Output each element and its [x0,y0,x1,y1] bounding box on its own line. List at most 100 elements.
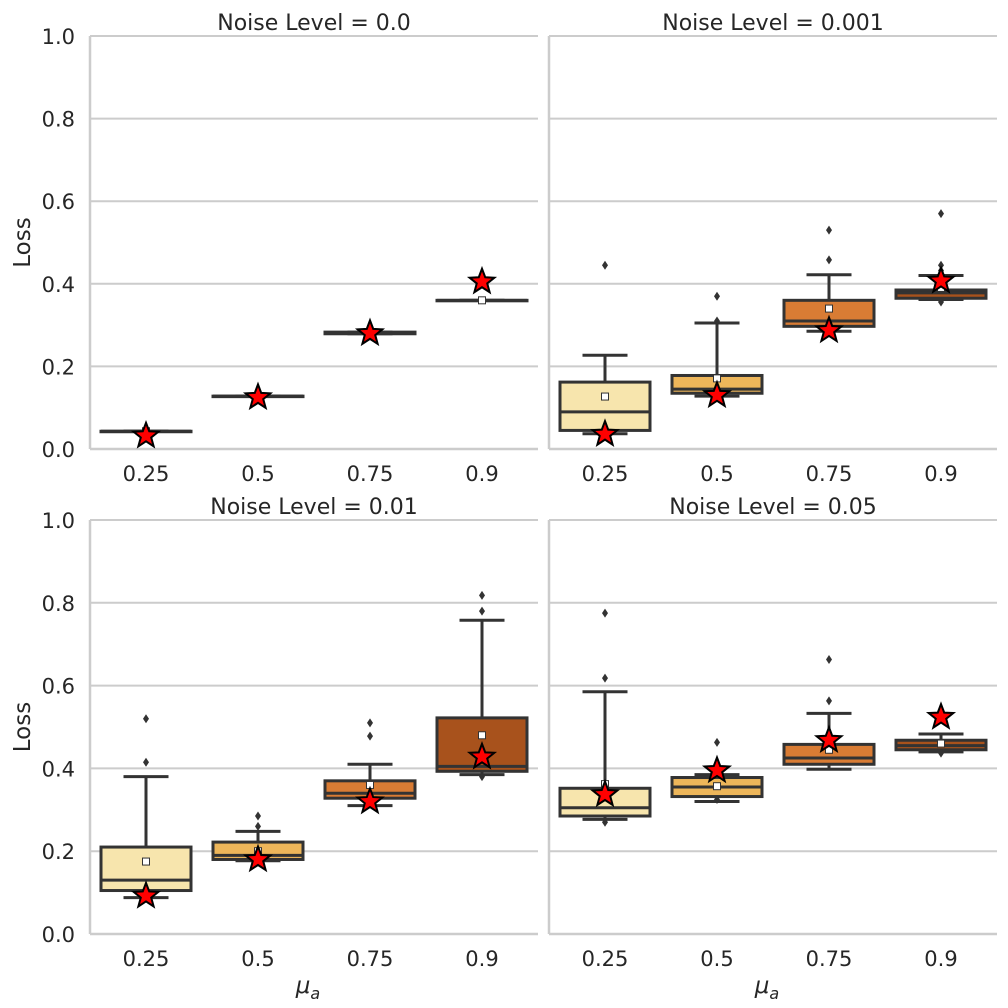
mean-marker [713,782,721,791]
star-marker [813,724,845,754]
panel-title: Noise Level = 0.01 [210,495,418,520]
outlier-point [938,748,944,758]
mean-marker [937,739,945,748]
x-tick-label: 0.5 [241,462,274,486]
outlier-point [714,737,720,747]
outlier-point [143,757,149,767]
outlier-point [938,209,944,219]
panel-title: Noise Level = 0.001 [662,11,884,36]
outlier-point [826,255,832,265]
outlier-point [714,794,720,804]
y-tick-label: 0.2 [42,840,75,864]
x-tick-label: 0.9 [465,947,498,971]
star-marker [925,701,957,730]
outlier-point [602,817,608,827]
x-axis-label-base: μ [295,973,311,999]
box-0.75 [782,225,876,344]
mean-marker [478,296,486,305]
x-axis-label: μa [754,973,779,1003]
star-marker [466,265,498,295]
x-tick-label: 0.5 [700,462,733,486]
y-tick-label: 0.6 [42,190,75,214]
y-axis-label: Loss [10,702,36,752]
outlier-point [143,714,149,724]
star-marker [813,314,845,344]
star-marker [925,265,957,294]
box-0.75 [323,718,417,815]
outlier-point [602,673,608,683]
box-0.75 [323,317,417,347]
panel-4: Noise Level = 0.05 0.25 0.5 0.75 0.9 μa [547,495,997,1003]
outlier-point [367,731,373,741]
outlier-point [826,696,832,706]
panel-title: Noise Level = 0.0 [217,11,411,36]
box-0.9 [435,265,529,305]
x-axis-label-subscript: a [769,984,779,1003]
star-marker [130,880,162,909]
x-tick-label: 0.25 [582,947,629,971]
outlier-point [714,316,720,326]
box-0.9 [435,590,529,782]
x-axis-label: μa [295,973,320,1003]
x-tick-label: 0.5 [700,947,733,971]
y-tick-label: 0.8 [42,108,75,132]
y-tick-label: 0.0 [42,438,75,462]
star-marker [589,778,621,808]
box-0.9 [894,701,988,758]
mean-marker [825,304,833,313]
panel-2: Noise Level = 0.001 0.25 0.5 0.75 0.9 [547,11,997,486]
outlier-point [826,655,832,665]
star-marker [589,418,621,447]
y-tick-label: 1.0 [42,25,75,49]
y-tick-label: 0.2 [42,355,75,379]
x-tick-label: 0.75 [806,947,853,971]
y-tick-label: 1.0 [42,509,75,533]
x-tick-label: 0.75 [806,462,853,486]
box-0.25 [558,260,652,447]
mean-marker [601,392,609,401]
star-marker [701,754,733,784]
outlier-point [602,260,608,270]
panel-title: Noise Level = 0.05 [669,495,877,520]
star-marker [242,381,274,411]
y-tick-label: 0.4 [42,757,75,781]
outlier-point [255,811,261,821]
star-marker [354,317,386,347]
x-tick-label: 0.25 [582,462,629,486]
x-tick-label: 0.25 [123,947,170,971]
y-tick-label: 0.0 [42,923,75,947]
x-tick-label: 0.9 [465,462,498,486]
x-tick-label: 0.25 [123,462,170,486]
y-tick-label: 0.8 [42,592,75,616]
box-0.5 [211,811,305,873]
box-0.9 [894,209,988,307]
box-0.5 [670,291,764,409]
x-axis-label-base: μ [754,973,770,999]
box-0.25 [99,714,193,909]
x-tick-label: 0.75 [347,462,394,486]
panel-3: 0.0 0.2 0.4 0.6 0.8 1.0 Noise Level = 0.01 0.25… [10,495,538,1003]
box-0.75 [782,655,876,771]
outlier-point [255,821,261,831]
star-marker [354,785,386,815]
star-marker [242,843,274,873]
y-tick-label: 0.4 [42,273,75,297]
x-tick-label: 0.5 [241,947,274,971]
panels: 0.0 0.2 0.4 0.6 0.8 1.0 Noise Level = 0.0 0.25 0… [10,11,997,1003]
outlier-point [479,606,485,616]
y-axis-label: Loss [10,217,36,267]
mean-marker [142,857,150,866]
outlier-point [714,291,720,301]
box-0.25 [99,419,193,449]
outlier-point [938,297,944,307]
star-marker [701,379,733,409]
box-0.5 [670,737,764,804]
star-marker [130,419,162,449]
outlier-point [367,718,373,728]
box-0.25 [558,608,652,827]
outlier-point [602,608,608,618]
panel-1: 0.0 0.2 0.4 0.6 0.8 1.0 Noise Level = 0.0 0.25 0… [10,11,538,486]
mean-marker [478,731,486,740]
x-tick-label: 0.9 [924,947,957,971]
